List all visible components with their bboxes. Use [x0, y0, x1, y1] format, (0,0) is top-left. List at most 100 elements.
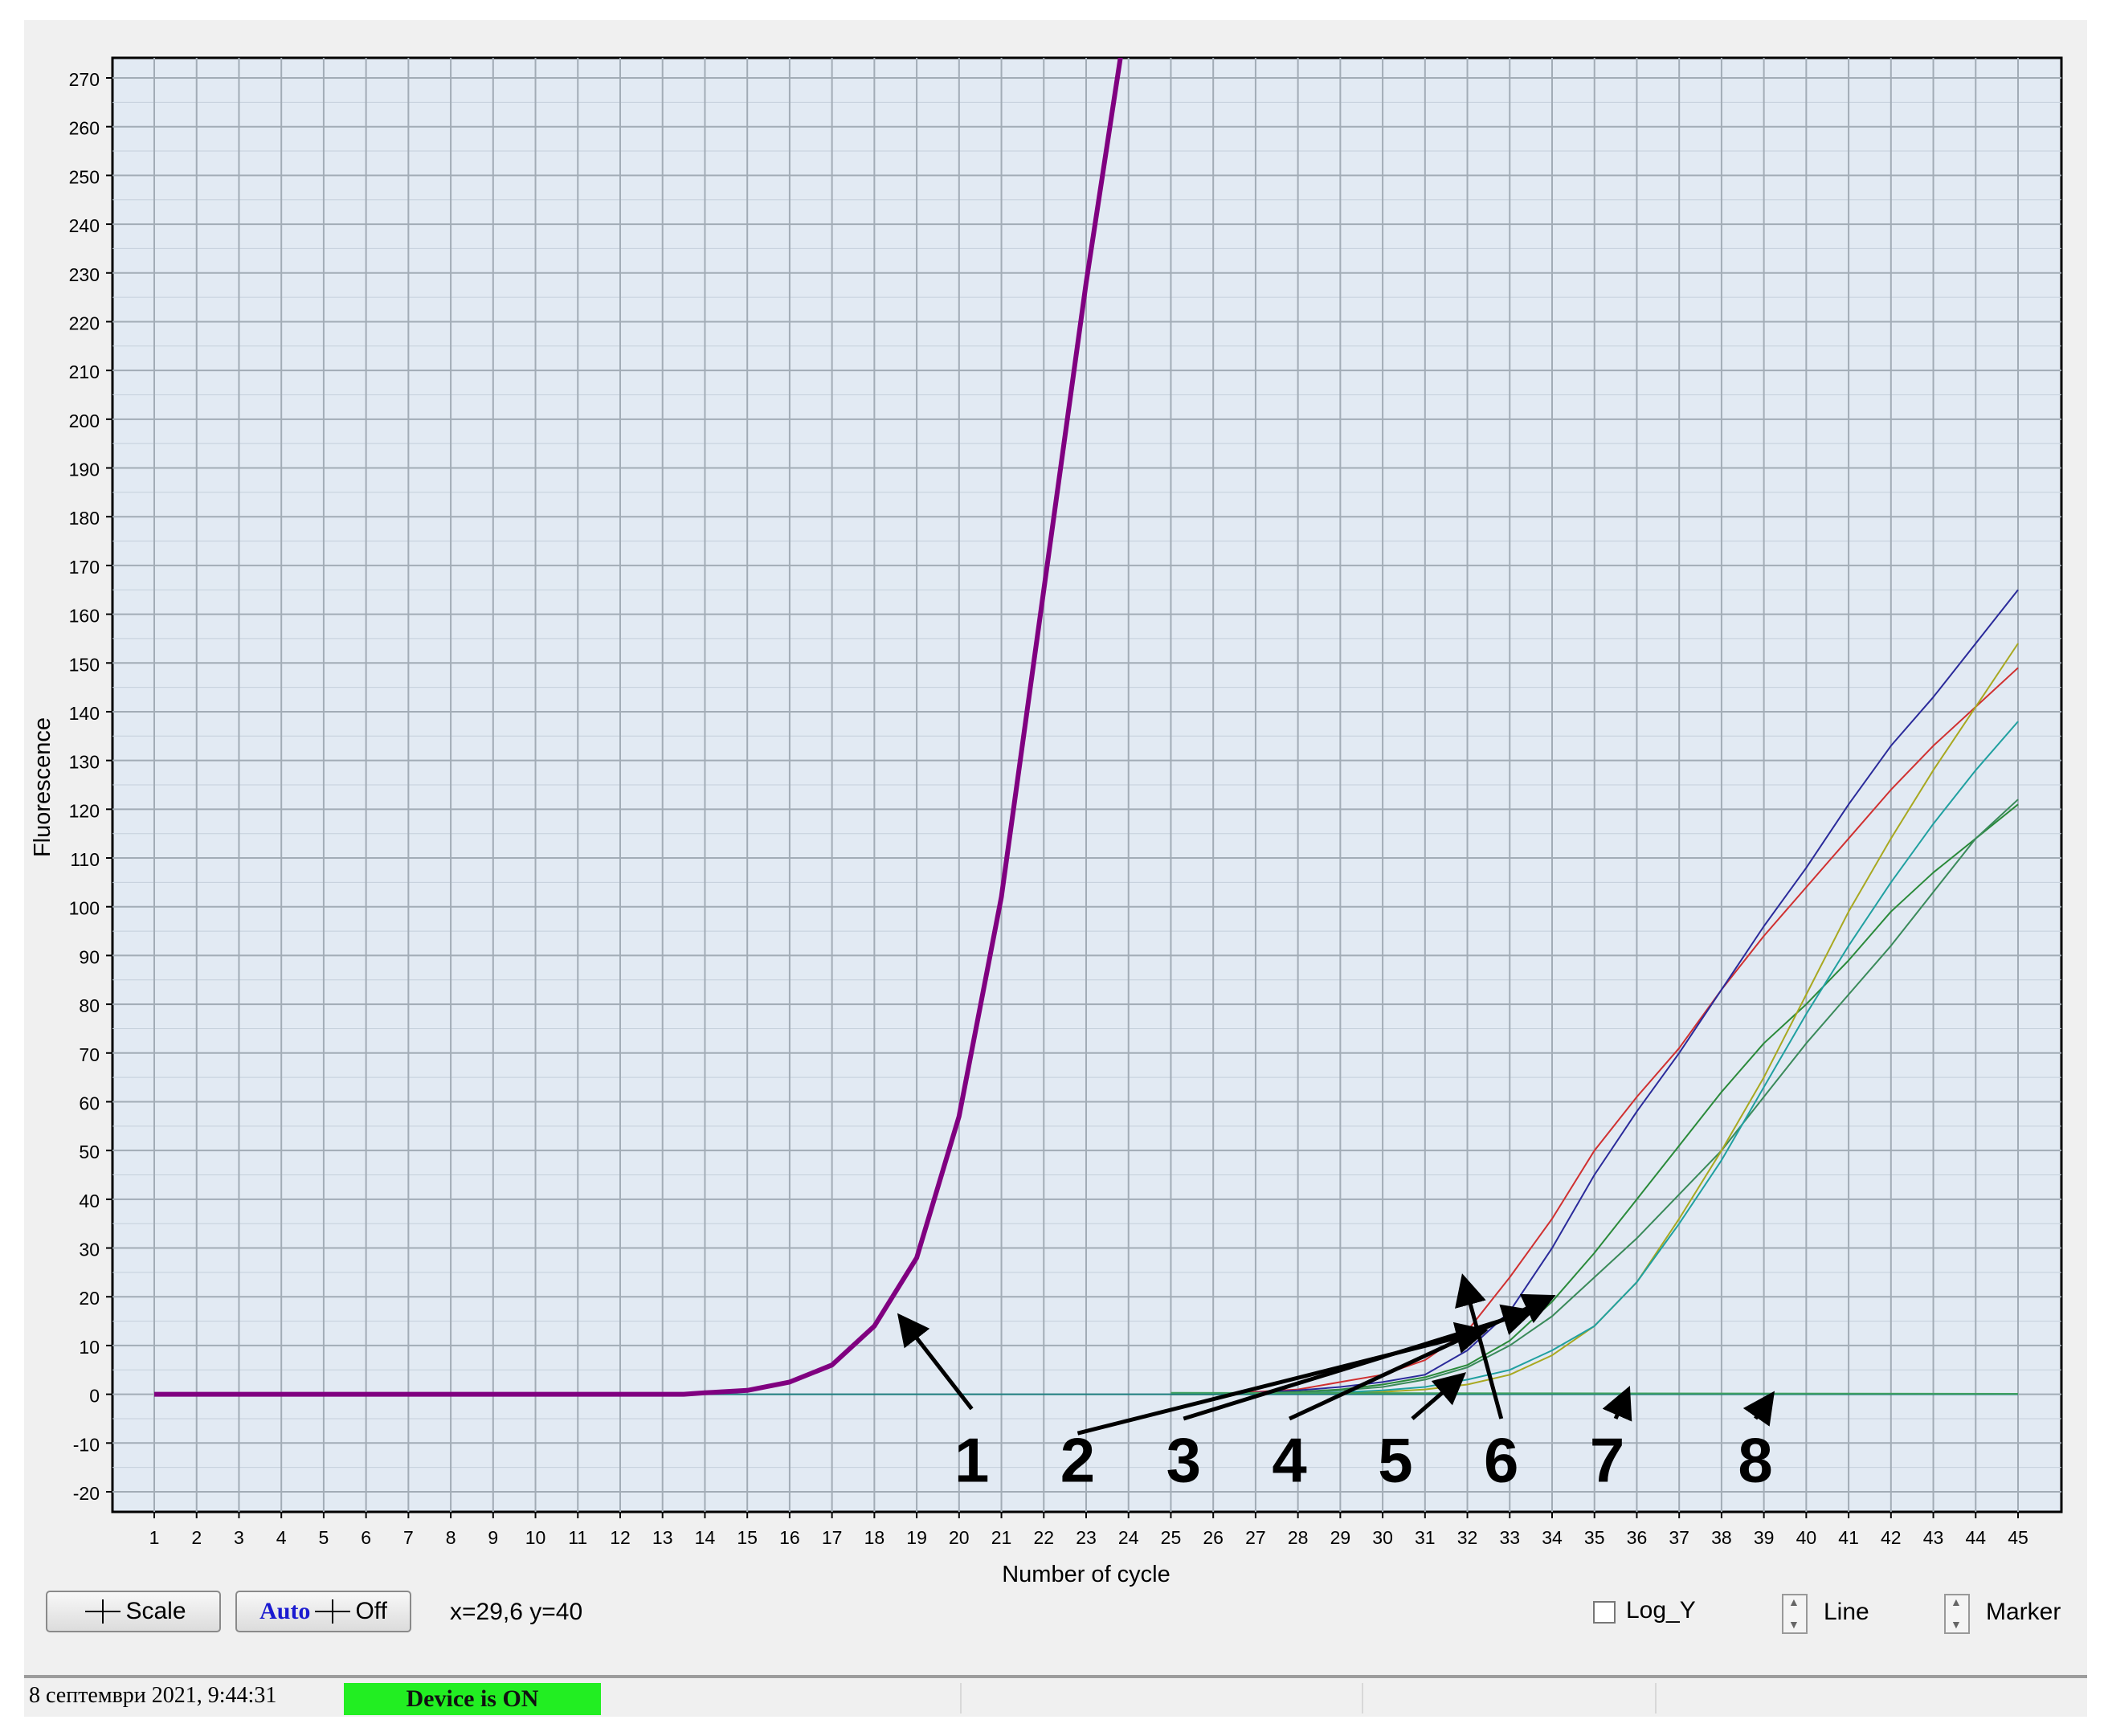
x-tick-label: 18	[864, 1527, 885, 1548]
y-tick-label: 190	[69, 460, 100, 480]
x-tick-label: 22	[1033, 1527, 1054, 1548]
y-tick-label: 180	[69, 508, 100, 529]
x-tick-label: 30	[1372, 1527, 1393, 1548]
annotation-label: 8	[1738, 1425, 1772, 1496]
y-tick-label: 270	[69, 69, 100, 90]
x-tick-label: 24	[1118, 1527, 1139, 1548]
scale-button[interactable]: Scale	[46, 1591, 221, 1632]
x-tick-label: 6	[361, 1527, 371, 1548]
x-tick-label: 23	[1076, 1527, 1097, 1548]
x-tick-label: 8	[446, 1527, 456, 1548]
scale-button-label: Scale	[125, 1598, 186, 1624]
x-tick-label: 43	[1923, 1527, 1944, 1548]
y-tick-label: 30	[79, 1240, 100, 1260]
x-tick-label: 38	[1711, 1527, 1732, 1548]
x-tick-label: 10	[525, 1527, 546, 1548]
x-tick-label: 41	[1838, 1527, 1859, 1548]
x-tick-label: 2	[191, 1527, 202, 1548]
x-tick-label: 13	[652, 1527, 673, 1548]
annotation-arrow	[1602, 1385, 1632, 1422]
series-line	[1170, 589, 2019, 1395]
annotation-arrow	[1411, 1372, 1467, 1420]
status-separator	[960, 1683, 962, 1714]
annotation-label: 5	[1378, 1425, 1412, 1496]
y-tick-label: 90	[79, 946, 100, 967]
device-status-badge: Device is ON	[344, 1683, 601, 1715]
y-tick-label: 260	[69, 118, 100, 139]
annotation-arrow	[1455, 1273, 1504, 1419]
x-tick-label: 7	[403, 1527, 414, 1548]
y-tick-label: 210	[69, 361, 100, 382]
marker-spinner[interactable]	[1944, 1594, 1970, 1634]
cursor-coordinates: x=29,6 y=40	[450, 1599, 583, 1625]
y-tick-label: 130	[69, 752, 100, 773]
status-bar: 8 септември 2021, 9:44:31 Device is ON	[24, 1675, 2087, 1717]
x-tick-label: 34	[1542, 1527, 1563, 1548]
y-tick-label: 220	[69, 312, 100, 333]
x-tick-label: 4	[276, 1527, 287, 1548]
x-tick-label: 36	[1627, 1527, 1648, 1548]
y-tick-label: 170	[69, 557, 100, 578]
y-tick-label: 140	[69, 703, 100, 724]
y-tick-label: 160	[69, 606, 100, 627]
series-lines	[154, 58, 2019, 1397]
annotation-arrow	[1183, 1304, 1535, 1421]
auto-scale-button[interactable]: Auto Off	[235, 1591, 411, 1632]
x-tick-label: 28	[1288, 1527, 1309, 1548]
y-tick-label: 0	[89, 1386, 100, 1407]
y-tick-label: 150	[69, 654, 100, 675]
series-line	[1170, 799, 2019, 1395]
log-y-checkbox[interactable]	[1593, 1601, 1616, 1624]
annotation-arrow	[1742, 1391, 1775, 1427]
x-tick-label: 37	[1669, 1527, 1689, 1548]
x-tick-label: 15	[737, 1527, 758, 1548]
annotation-label: 4	[1272, 1425, 1306, 1496]
line-spinner[interactable]	[1782, 1594, 1808, 1634]
y-tick-label: 40	[79, 1191, 100, 1211]
x-tick-label: 1	[149, 1527, 160, 1548]
auto-label: Auto	[259, 1598, 311, 1624]
x-tick-label: 3	[234, 1527, 244, 1548]
x-tick-label: 16	[779, 1527, 800, 1548]
y-tick-label: 200	[69, 411, 100, 431]
annotation-label: 7	[1590, 1425, 1624, 1496]
x-tick-label: 17	[822, 1527, 843, 1548]
series-line	[1170, 667, 2019, 1395]
annotation-label: 3	[1166, 1425, 1201, 1496]
x-tick-label: 42	[1881, 1527, 1902, 1548]
annotation-label: 6	[1484, 1425, 1518, 1496]
y-tick-label: 120	[69, 800, 100, 821]
crosshair-icon	[85, 1599, 121, 1624]
y-tick-label: 20	[79, 1288, 100, 1309]
x-tick-labels: 1 2 3 4 5 6 7 8 9 10 11 12 13 14 15 16 17 18 19 20 21 22 23 24 2…	[149, 1527, 2028, 1548]
x-tick-label: 40	[1796, 1527, 1817, 1548]
y-tick-label: -10	[73, 1434, 100, 1455]
x-tick-label: 39	[1754, 1527, 1775, 1548]
x-tick-label: 27	[1245, 1527, 1266, 1548]
y-tick-label: 250	[69, 166, 100, 187]
y-tick-label: 80	[79, 995, 100, 1016]
x-tick-label: 11	[568, 1527, 587, 1548]
y-tick-label: 230	[69, 264, 100, 285]
y-tick-label: 70	[79, 1044, 100, 1065]
x-tick-label: 14	[695, 1527, 716, 1548]
log-y-label: Log_Y	[1626, 1597, 1696, 1624]
x-tick-label: 44	[1965, 1527, 1986, 1548]
x-tick-label: 29	[1330, 1527, 1351, 1548]
grid	[106, 58, 2061, 1518]
y-tick-label: 240	[69, 215, 100, 236]
off-label: Off	[355, 1598, 387, 1624]
y-tick-label: 50	[79, 1142, 100, 1162]
status-date: 8 септември 2021, 9:44:31	[29, 1683, 277, 1708]
annotation-label: 1	[954, 1425, 989, 1496]
y-tick-label: 110	[70, 849, 100, 870]
y-tick-label: 100	[69, 898, 100, 919]
x-tick-label: 45	[2008, 1527, 2028, 1548]
crosshair-icon	[315, 1599, 351, 1624]
series-line	[1170, 1391, 2019, 1395]
y-tick-labels: -20 -10 0 10 20 30 40 50 60 70 80 90 100 110 120 130 140…	[69, 69, 100, 1504]
marker-label: Marker	[1986, 1599, 2061, 1625]
annotation-label: 2	[1060, 1425, 1095, 1496]
